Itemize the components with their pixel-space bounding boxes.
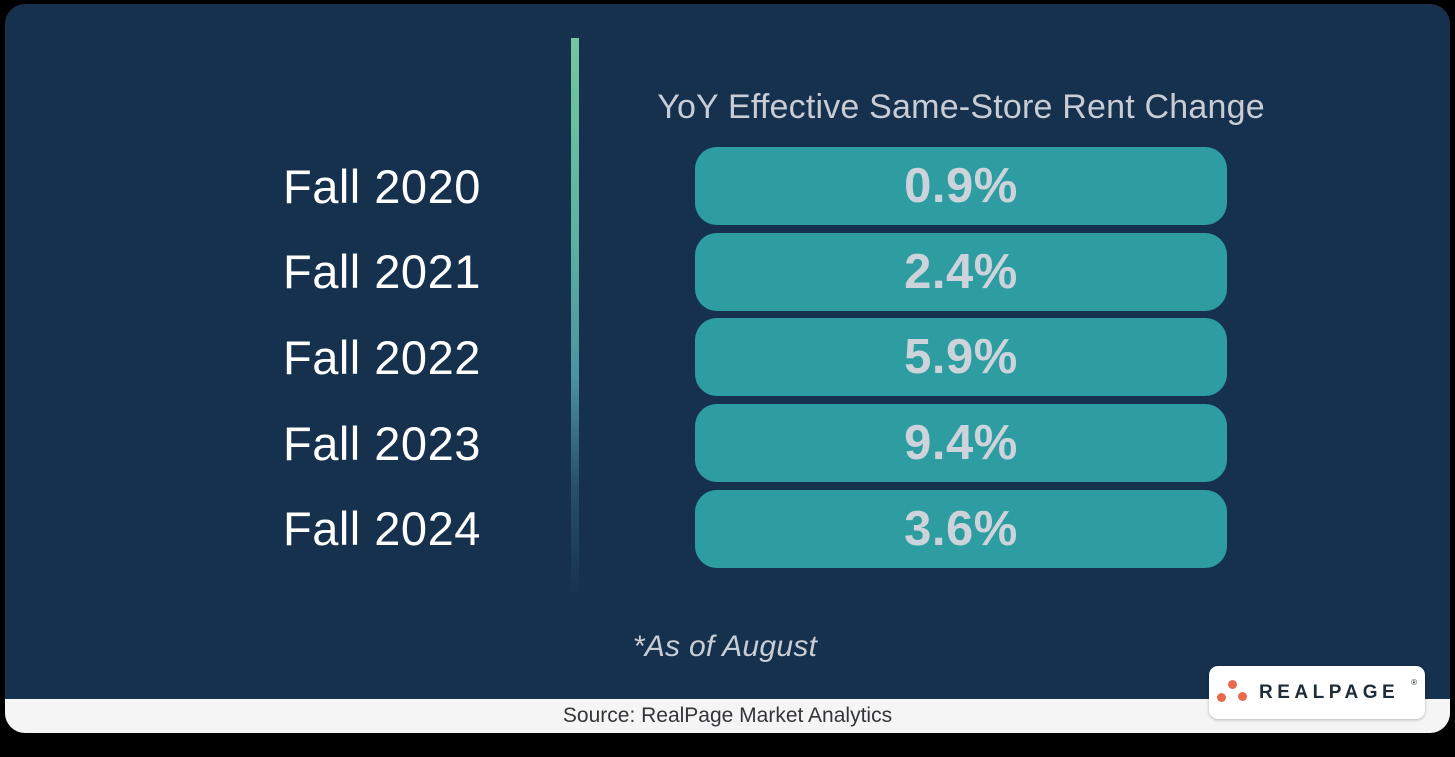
value-label: 9.4% (904, 416, 1018, 471)
value-label: 2.4% (904, 244, 1018, 299)
logo-trademark-symbol: ® (1411, 678, 1417, 687)
category-label: Fall 2024 (283, 502, 481, 556)
category-label: Fall 2023 (283, 416, 481, 470)
value-bars-column: 0.9% 2.4% 5.9% 9.4% 3.6% (695, 147, 1227, 568)
value-label: 0.9% (904, 159, 1018, 213)
value-bar: 2.4% (695, 232, 1227, 311)
value-bar: 5.9% (695, 318, 1227, 397)
logo-wordmark: REALPAGE (1259, 681, 1400, 703)
value-bar: 0.9% (695, 147, 1227, 225)
chart-card: YoY Effective Same-Store Rent Change Fal… (5, 4, 1450, 733)
category-label: Fall 2022 (283, 330, 481, 384)
value-label: 5.9% (904, 330, 1018, 385)
logo-dot-icon (1217, 693, 1226, 702)
realpage-logo: REALPAGE ® (1209, 666, 1425, 719)
chart-title: YoY Effective Same-Store Rent Change (657, 88, 1265, 126)
category-label: Fall 2021 (283, 245, 481, 299)
vertical-accent-divider (571, 38, 579, 598)
logo-dot-icon (1238, 692, 1247, 701)
logo-dot-icon (1228, 680, 1237, 689)
source-text: Source: RealPage Market Analytics (562, 704, 893, 727)
value-bar: 3.6% (695, 489, 1227, 568)
category-label: Fall 2020 (283, 159, 481, 213)
value-label: 3.6% (904, 501, 1018, 556)
footnote: *As of August (632, 630, 818, 663)
category-labels-column: Fall 2020 Fall 2021 Fall 2022 Fall 2023 Fall… (283, 147, 481, 568)
value-bar: 9.4% (695, 404, 1227, 483)
